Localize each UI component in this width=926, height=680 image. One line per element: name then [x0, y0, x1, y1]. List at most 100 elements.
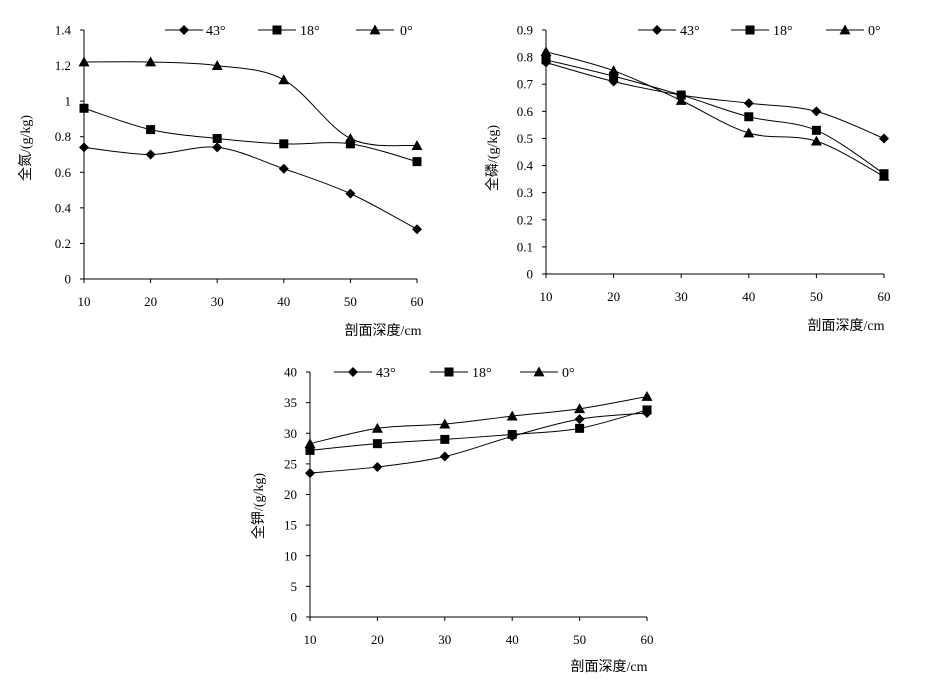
x-axis-title: 剖面深度/cm	[808, 318, 885, 334]
legend-label: 18°	[773, 24, 793, 39]
data-point	[344, 132, 356, 143]
data-point	[439, 418, 451, 429]
y-tick-label: 0.8	[55, 129, 71, 144]
legend-marker	[533, 366, 545, 377]
data-point	[743, 98, 754, 109]
y-tick-label: 0.2	[55, 236, 71, 251]
legend-marker	[839, 24, 851, 35]
data-point	[575, 423, 585, 433]
y-tick-label: 0.3	[517, 185, 533, 200]
data-point	[811, 106, 822, 117]
legend-entry: 18°	[731, 24, 793, 39]
legend-label: 18°	[300, 24, 320, 39]
series-1	[541, 57, 889, 144]
legend-label: 43°	[206, 24, 226, 39]
x-tick-label: 10	[540, 289, 553, 304]
y-tick-label: 0.6	[517, 104, 534, 119]
y-axis-title: 全钾/(g/kg)	[250, 473, 267, 539]
y-tick-label: 1.4	[55, 23, 72, 38]
y-axis-title: 全氮/(g/kg)	[17, 115, 34, 181]
data-point	[345, 188, 356, 199]
x-tick-label: 60	[641, 632, 654, 647]
data-point	[743, 127, 755, 138]
data-point	[641, 391, 653, 401]
data-point	[371, 422, 383, 433]
data-point	[744, 112, 754, 122]
x-axis-title: 剖面深度/cm	[571, 659, 648, 675]
data-point	[609, 71, 619, 81]
x-tick-label: 20	[607, 289, 620, 304]
legend-marker	[745, 25, 755, 35]
data-point	[506, 410, 518, 421]
y-tick-label: 0	[291, 610, 298, 625]
y-tick-label: 0.9	[517, 23, 533, 38]
legend-label: 0°	[562, 366, 575, 381]
x-tick-label: 40	[742, 289, 755, 304]
series-2	[305, 405, 652, 455]
x-tick-label: 60	[878, 289, 891, 304]
series-line	[309, 412, 648, 474]
data-point	[345, 139, 355, 149]
data-point	[305, 445, 315, 455]
legend-entry: 43°	[165, 24, 226, 39]
series-line	[545, 51, 885, 177]
data-point	[574, 403, 586, 414]
legend-marker	[272, 25, 282, 35]
legend-entry: 43°	[638, 24, 700, 39]
chart-2: 0 0.1 0.2 0.3 0.4 0.5 0.6 0.7 0.8 0.9 10 20 30 40 50 60…	[484, 23, 891, 335]
data-point	[372, 439, 382, 449]
data-point	[278, 74, 290, 85]
legend-entry: 0°	[520, 366, 575, 381]
series-2	[79, 103, 422, 167]
x-tick-label: 60	[411, 294, 424, 309]
data-point	[78, 56, 90, 67]
y-tick-label: 0.5	[517, 131, 533, 146]
data-point	[305, 468, 315, 479]
y-tick-label: 0.7	[517, 77, 534, 92]
series-3	[78, 56, 423, 151]
series-line	[309, 409, 648, 451]
x-tick-label: 50	[344, 294, 357, 309]
data-point	[540, 46, 552, 57]
y-tick-label: 0.6	[55, 165, 72, 180]
legend-entry: 0°	[356, 24, 413, 39]
data-point	[79, 142, 89, 153]
y-tick-label: 40	[284, 365, 297, 380]
legend-entry: 0°	[826, 24, 881, 39]
data-point	[811, 125, 821, 135]
legend-entry: 18°	[430, 366, 492, 381]
legend-label: 43°	[680, 24, 700, 39]
x-tick-label: 20	[371, 632, 384, 647]
data-point	[278, 163, 289, 174]
y-tick-label: 30	[284, 426, 297, 441]
data-point	[79, 103, 89, 113]
x-tick-label: 50	[810, 289, 823, 304]
x-tick-label: 20	[144, 294, 157, 309]
x-tick-label: 50	[573, 632, 586, 647]
data-point	[541, 55, 551, 65]
y-tick-label: 10	[284, 548, 297, 563]
legend-label: 0°	[868, 24, 881, 39]
y-tick-label: 0.1	[517, 239, 533, 254]
y-tick-label: 35	[284, 395, 297, 410]
data-point	[304, 438, 316, 449]
data-point	[146, 125, 156, 135]
legend-entry: 43°	[334, 366, 396, 381]
legend-label: 18°	[472, 366, 492, 381]
x-axis-title: 剖面深度/cm	[345, 323, 422, 339]
y-tick-label: 20	[284, 487, 297, 502]
y-tick-label: 0	[65, 272, 72, 287]
data-point	[439, 451, 450, 462]
series-line	[309, 396, 648, 445]
series-line	[83, 146, 418, 230]
data-point	[879, 133, 889, 144]
series-line	[83, 107, 418, 163]
data-point	[372, 461, 383, 472]
y-tick-label: 0.2	[517, 212, 533, 227]
legend-label: 0°	[400, 24, 413, 39]
data-point	[212, 133, 222, 143]
legend-marker	[369, 24, 381, 35]
series-3	[540, 46, 890, 181]
chart-3: 0 5 10 15 20 25 30 35 40 10 20 30 40 50 60 剖面深度/cm 全钾/(g…	[250, 365, 654, 676]
